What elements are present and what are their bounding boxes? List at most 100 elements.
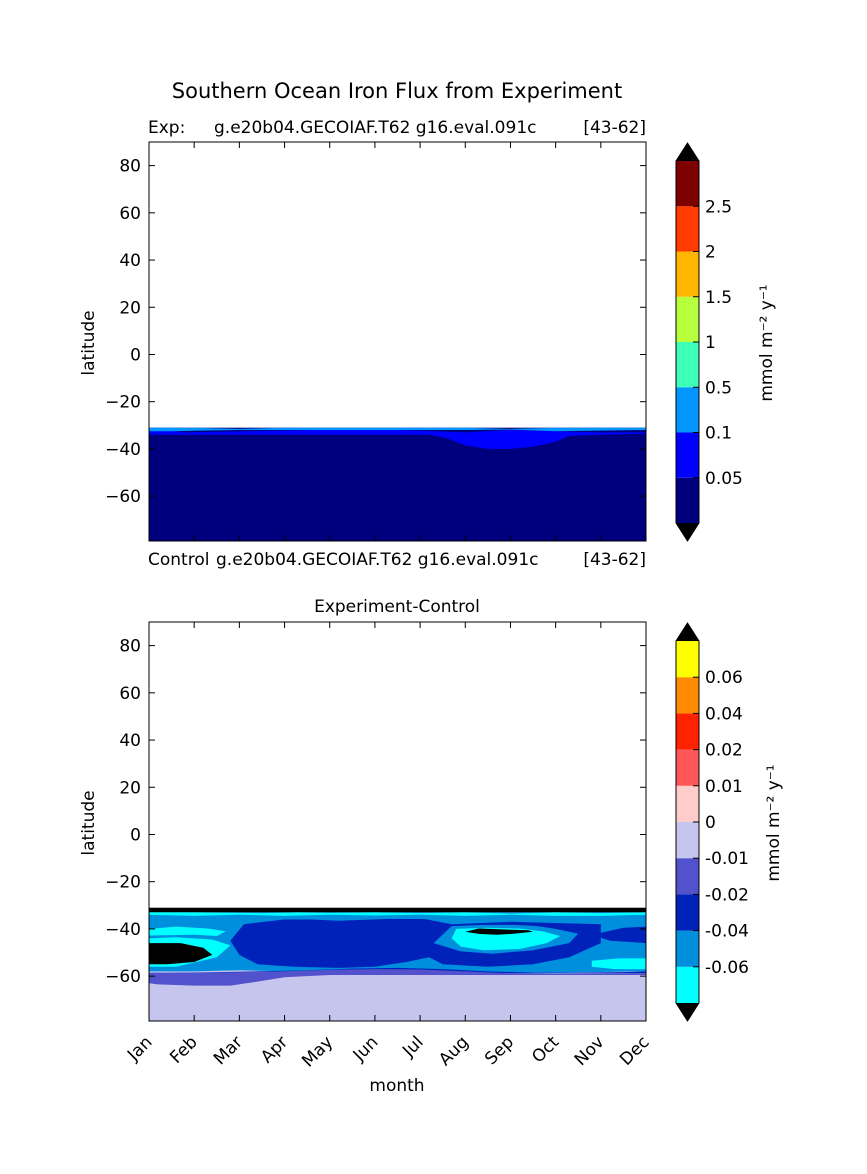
month-tick-label: Oct [528,1032,563,1067]
top-colorbar-tick-label: 0.1 [705,424,732,444]
bottom-region-3 [149,926,226,936]
bottom-colorbar-bin [676,894,699,931]
bottom-colorbar-bin [676,713,699,750]
bottom-colorbar-tick-label: 0.04 [705,704,743,724]
bottom-colorbar-bin [676,966,699,1003]
bottom-ytick-label: 40 [119,731,141,751]
month-tick-label: Jun [349,1032,383,1066]
month-tick-label: May [298,1032,337,1071]
top-colorbar-tick-label: 1.5 [705,288,732,308]
top-title-center: g.e20b04.GECOIAF.T62 g16.eval.091c [214,118,536,138]
top-colorbar: 0.05 0.1 0.5 1 1.5 2 2.5 [675,142,743,542]
top-title-left: Exp: [148,118,185,138]
bottom-colorbar: -0.06 -0.04 -0.02 -0.01 0 0.01 0.02 0.04 0.06 [675,622,749,1022]
top-colorbar-bin [676,387,699,433]
top-contours [149,427,646,541]
bottom-subtitle: Experiment-Control [314,597,480,617]
month-tick-label: Jan [123,1032,156,1065]
bottom-plot-area: 80 60 40 20 0 −20 −40 −60 Jan Feb Mar Apr May Jun Jul A… [105,621,654,1071]
top-colorbar-bin [676,477,699,523]
bottom-region-11 [591,958,646,970]
top-colorbar-outline [675,142,700,542]
top-colorbar-tick-label: 2.5 [705,197,732,217]
top-ytick-label: 60 [119,204,141,224]
bottom-title-left: Control [148,550,209,570]
bottom-region-10 [149,943,213,965]
bottom-colorbar-label: mmol m⁻² y⁻¹ [764,764,784,881]
top-colorbar-tick-label: 1 [705,333,716,353]
bottom-colorbar-tick-label: 0.02 [705,741,743,761]
month-tick-label: Apr [257,1032,292,1067]
top-base-band [149,427,646,541]
top-title-right: [43-62] [583,118,646,138]
bottom-colorbar-over-triangle [676,623,699,641]
top-ytick-label: −20 [105,393,141,413]
bottom-ytick-label: 0 [130,825,141,845]
bottom-ytick-label: 80 [119,637,141,657]
bottom-ytick-label: −40 [105,920,141,940]
bottom-colorbar-tick-label: -0.01 [705,849,749,869]
top-colorbar-bin [676,296,699,342]
bottom-title-center: g.e20b04.GECOIAF.T62 g16.eval.091c [216,550,538,570]
bottom-colorbar-bin [676,641,699,678]
top-colorbar-tick-label: 0.5 [705,378,732,398]
bottom-colorbar-bin [676,677,699,714]
bottom-colorbar-under-triangle [676,1003,699,1021]
bottom-region-2 [149,912,646,916]
top-colorbar-tick-label: 2 [705,243,716,263]
bottom-ytick-label: 20 [119,778,141,798]
figure-suptitle: Southern Ocean Iron Flux from Experiment [172,79,622,103]
bottom-region-0 [149,907,646,913]
top-panel: Exp: g.e20b04.GECOIAF.T62 g16.eval.091c … [79,118,777,542]
month-tick-label: Dec [616,1032,653,1069]
bottom-colorbar-bin [676,785,699,822]
bottom-contours [149,907,646,1021]
month-tick-label: Feb [166,1032,201,1067]
top-ytick-label: 20 [119,298,141,318]
top-colorbar-bin [676,432,699,478]
top-colorbar-bin [676,251,699,297]
bottom-colorbar-bin [676,822,699,859]
month-tick-label: Mar [210,1032,247,1069]
bottom-colorbar-bin [676,930,699,967]
month-tick-label: Nov [571,1032,609,1070]
bottom-xlabel: month [369,1076,424,1096]
bottom-ylabel: latitude [79,790,99,855]
top-colorbar-label: mmol m⁻² y⁻¹ [757,284,777,401]
top-ylabel: latitude [79,310,99,375]
top-frame [148,141,647,542]
bottom-colorbar-tick-label: 0.01 [705,777,743,797]
bottom-colorbar-bin [676,858,699,895]
top-colorbar-over-triangle [676,143,699,161]
bottom-panel: Experiment-Control latitude 80 60 40 20 0 −20… [79,597,784,1096]
month-tick-label: Sep [481,1032,518,1069]
bottom-colorbar-tick-label: -0.06 [705,958,749,978]
bottom-colorbar-outline [675,622,700,1022]
bottom-region-8 [591,926,646,944]
bottom-ytick-label: −20 [105,873,141,893]
top-ytick-label: 80 [119,157,141,177]
bottom-colorbar-tick-label: -0.04 [705,922,749,942]
top-colorbar-bin [676,161,699,207]
bottom-title-right: [43-62] [583,550,646,570]
top-ytick-label: 0 [130,345,141,365]
top-ytick-label: −40 [105,440,141,460]
bottom-colorbar-bin [676,749,699,786]
bottom-ytick-label: −60 [105,967,141,987]
top-ytick-label: −60 [105,487,141,507]
month-tick-label: Aug [435,1032,473,1070]
bottom-region-7 [465,928,533,935]
bottom-colorbar-tick-label: 0.06 [705,668,743,688]
month-tick-label: Jul [398,1032,427,1061]
top-colorbar-tick-label: 0.05 [705,469,743,489]
bottom-colorbar-tick-label: -0.02 [705,885,749,905]
top-colorbar-under-triangle [676,523,699,541]
top-region-1 [149,427,646,432]
top-region-0 [149,428,646,449]
bottom-colorbar-tick-label: 0 [705,813,716,833]
top-colorbar-bin [676,206,699,252]
top-plot-area: 80 60 40 20 0 −20 −40 −60 [105,141,647,542]
bottom-region-13 [149,969,646,986]
bottom-ytick-label: 60 [119,684,141,704]
